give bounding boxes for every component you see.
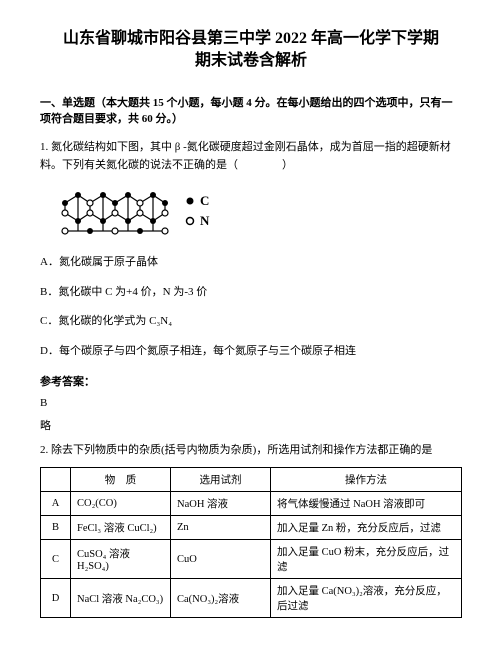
q1-option-a: A．氮化碳属于原子晶体 bbox=[40, 254, 462, 272]
q2-table: 物 质 选用试剂 操作方法 A CO₂(CO) NaOH 溶液 将气体缓慢通过 … bbox=[40, 467, 462, 618]
table-row: B FeCl₃ 溶液 CuCl₂) Zn 加入足量 Zn 粉，充分反应后，过滤 bbox=[41, 516, 462, 540]
legend-n-text: N bbox=[200, 213, 210, 228]
row-material: NaCl 溶液 Na₂CO₃) bbox=[71, 579, 171, 618]
answer-note: 略 bbox=[40, 417, 462, 433]
title-line-1: 山东省聊城市阳谷县第三中学 2022 年高一化学下学期 bbox=[40, 28, 462, 50]
answer-label: 参考答案： bbox=[40, 373, 462, 389]
th-method: 操作方法 bbox=[271, 468, 462, 492]
row-method: 加入足量 Zn 粉，充分反应后，过滤 bbox=[271, 516, 462, 540]
row-material: CuSO₄ 溶液 H₂SO₄) bbox=[71, 540, 171, 579]
q1-option-b: B．氮化碳中 C 为+4 价，N 为-3 价 bbox=[40, 284, 462, 302]
legend-c-text: C bbox=[200, 193, 209, 208]
row-material: CO₂(CO) bbox=[71, 492, 171, 516]
table-row: C CuSO₄ 溶液 H₂SO₄) CuO 加入足量 CuO 粉末，充分反应后，… bbox=[41, 540, 462, 579]
answer-value: B bbox=[40, 397, 462, 409]
th-material: 物 质 bbox=[71, 468, 171, 492]
document-title: 山东省聊城市阳谷县第三中学 2022 年高一化学下学期 期末试卷含解析 bbox=[40, 28, 462, 73]
row-label: B bbox=[41, 516, 71, 540]
row-label: A bbox=[41, 492, 71, 516]
row-reagent: Ca(NO₃)₂溶液 bbox=[171, 579, 271, 618]
row-label: C bbox=[41, 540, 71, 579]
q1-diagram: C N bbox=[50, 183, 462, 246]
row-label: D bbox=[41, 579, 71, 618]
th-blank bbox=[41, 468, 71, 492]
title-line-2: 期末试卷含解析 bbox=[40, 50, 462, 72]
section-header: 一、单选题（本大题共 15 个小题，每小题 4 分。在每小题给出的四个选项中，只… bbox=[40, 95, 462, 128]
row-method: 将气体缓慢通过 NaOH 溶液即可 bbox=[271, 492, 462, 516]
row-reagent: CuO bbox=[171, 540, 271, 579]
q1-option-d: D．每个碳原子与四个氮原子相连，每个氮原子与三个碳原子相连 bbox=[40, 343, 462, 361]
q1-text: 1. 氮化碳结构如下图，其中 β -氮化碳硬度超过金刚石晶体，成为首屈一指的超硬… bbox=[40, 138, 462, 175]
q1-option-c: C．氮化碳的化学式为 C₃N₄ bbox=[40, 313, 462, 331]
q2-text: 2. 除去下列物质中的杂质(括号内物质为杂质)，所选用试剂和操作方法都正确的是 bbox=[40, 441, 462, 460]
row-reagent: NaOH 溶液 bbox=[171, 492, 271, 516]
row-method: 加入足量 CuO 粉末，充分反应后，过滤 bbox=[271, 540, 462, 579]
table-row: A CO₂(CO) NaOH 溶液 将气体缓慢通过 NaOH 溶液即可 bbox=[41, 492, 462, 516]
th-reagent: 选用试剂 bbox=[171, 468, 271, 492]
row-method: 加入足量 Ca(NO₃)₂溶液，充分反应，后过滤 bbox=[271, 579, 462, 618]
table-row: D NaCl 溶液 Na₂CO₃) Ca(NO₃)₂溶液 加入足量 Ca(NO₃… bbox=[41, 579, 462, 618]
row-material: FeCl₃ 溶液 CuCl₂) bbox=[71, 516, 171, 540]
table-header-row: 物 质 选用试剂 操作方法 bbox=[41, 468, 462, 492]
row-reagent: Zn bbox=[171, 516, 271, 540]
